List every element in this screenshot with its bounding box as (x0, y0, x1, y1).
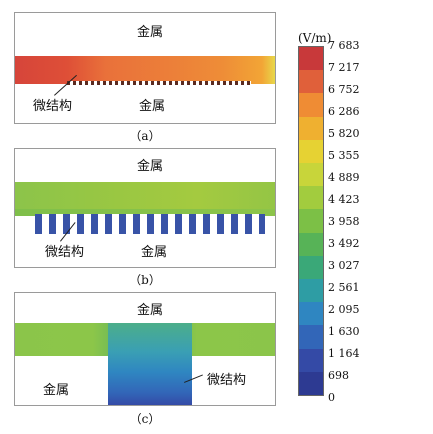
field-band-b-lower (15, 209, 275, 216)
colorbar-swatch (299, 116, 323, 141)
colorbar-tick-label: 4 423 (328, 193, 360, 206)
colorbar-swatch (299, 232, 323, 257)
colorbar-swatch (299, 163, 323, 187)
panel-c-metal-label: 金属 (43, 383, 70, 398)
colorbar-tick-label: 1 164 (328, 347, 360, 360)
colorbar-swatch (299, 47, 323, 71)
caption-a: （a） (129, 129, 161, 143)
colorbar-swatch (299, 139, 323, 164)
microstructure-pillars-b (35, 214, 265, 234)
colorbar-tick-label: 3 027 (328, 259, 360, 272)
colorbar-swatch (299, 93, 323, 118)
colorbar-unit: (V/m) (298, 31, 332, 45)
colorbar-swatch (299, 302, 323, 326)
colorbar-tick-label: 5 355 (328, 149, 360, 162)
caption-c: （c） (129, 412, 161, 426)
colorbar-swatch (299, 255, 323, 280)
colorbar-swatch (299, 186, 323, 210)
colorbar-tick-label: 7 683 (328, 39, 360, 52)
panel-a: 金属 微结构 金属 (14, 12, 276, 124)
panel-a-metal-label: 金属 (139, 99, 166, 114)
panel-c-microstructure-label: 微结构 (207, 373, 247, 388)
panel-b-metal-label: 金属 (141, 245, 168, 260)
microstructure-channel-c (108, 323, 192, 405)
colorbar-tick-label: 1 630 (328, 325, 360, 338)
panel-a-top-label: 金属 (137, 25, 164, 40)
colorbar-swatch (299, 371, 323, 396)
microstructure-teeth-a (67, 81, 251, 85)
colorbar-tick-label: 6 286 (328, 105, 360, 118)
colorbar-tick-label: 0 (328, 391, 335, 404)
field-band-a (15, 56, 275, 84)
colorbar-tick-label: 7 217 (328, 61, 360, 74)
colorbar-tick-label: 6 752 (328, 83, 360, 96)
colorbar-swatch (299, 325, 323, 350)
colorbar-tick-label: 2 095 (328, 303, 360, 316)
panel-b-top-label: 金属 (137, 159, 164, 174)
panel-a-microstructure-label: 微结构 (33, 99, 73, 114)
colorbar-tick-label: 4 889 (328, 171, 360, 184)
colorbar-swatch (299, 348, 323, 373)
colorbar-tick-label: 3 492 (328, 237, 360, 250)
colorbar (298, 46, 324, 396)
colorbar-swatch (299, 279, 323, 303)
caption-b: （b） (129, 273, 161, 287)
colorbar-swatch (299, 70, 323, 94)
colorbar-tick-label: 698 (328, 369, 349, 382)
colorbar-tick-label: 3 958 (328, 215, 360, 228)
colorbar-swatch (299, 209, 323, 234)
colorbar-tick-label: 5 820 (328, 127, 360, 140)
panel-c: 金属 金属 微结构 (14, 292, 276, 406)
panel-c-top-label: 金属 (137, 303, 164, 318)
panel-b: 金属 微结构 金属 (14, 148, 276, 268)
panel-b-microstructure-label: 微结构 (45, 245, 85, 260)
colorbar-tick-label: 2 561 (328, 281, 360, 294)
